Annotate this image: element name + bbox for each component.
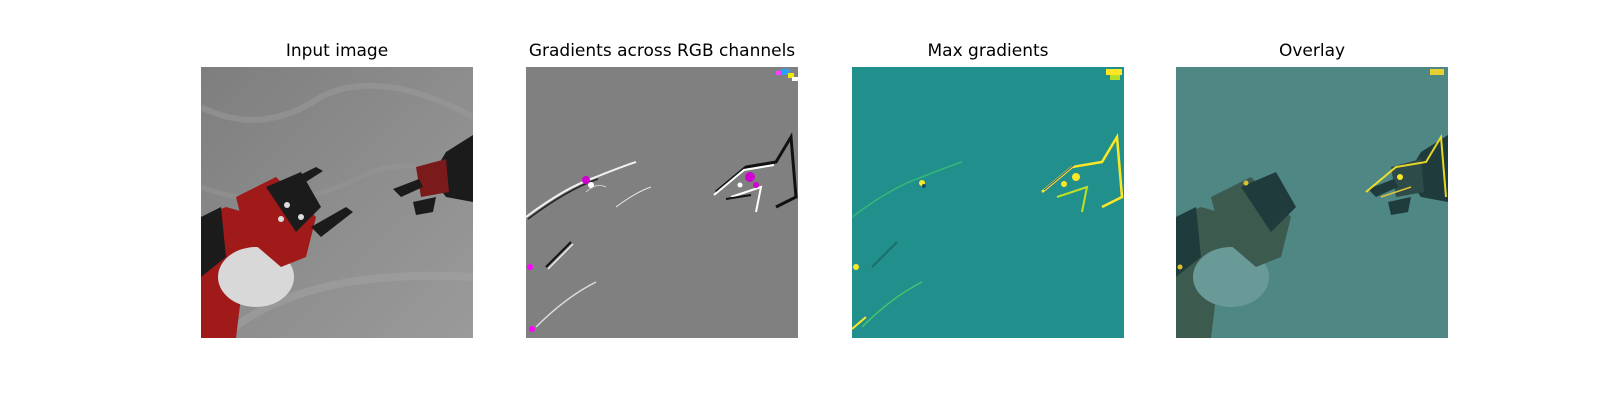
overlay-image xyxy=(1176,67,1448,338)
max-gradients-panel xyxy=(852,67,1124,338)
panel-title-max-gradients: Max gradients xyxy=(927,41,1049,61)
gradients-rgb-panel xyxy=(526,67,798,338)
panel-title-input-image: Input image xyxy=(285,41,389,61)
max-gradients-image xyxy=(852,67,1124,338)
input-image-panel xyxy=(201,67,473,338)
overlay-panel xyxy=(1176,67,1448,338)
panel-title-overlay: Overlay xyxy=(1278,41,1346,61)
panel-title-gradients-rgb: Gradients across RGB channels xyxy=(528,41,796,61)
gradients-rgb-image xyxy=(526,67,798,338)
input-image xyxy=(201,67,473,338)
